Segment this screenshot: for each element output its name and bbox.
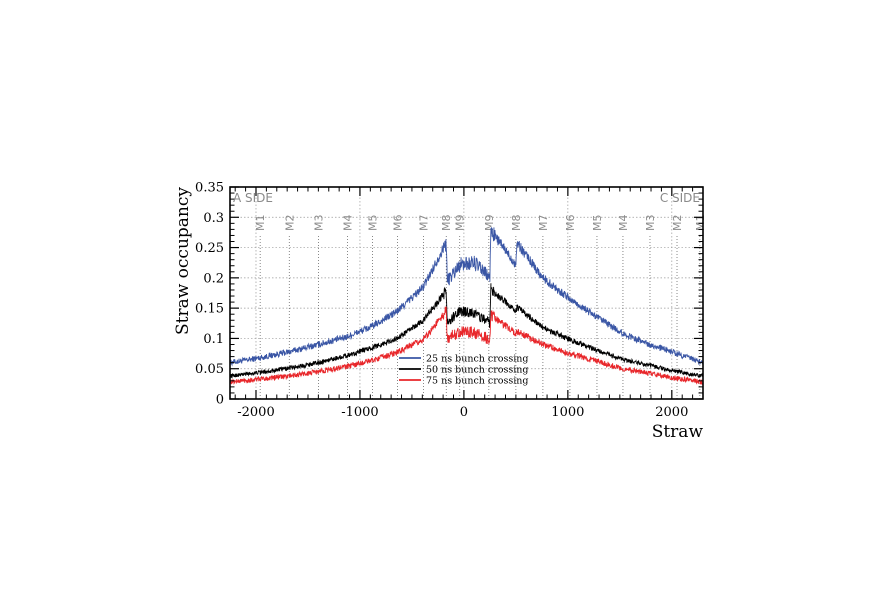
y-tick-label: 0 bbox=[216, 393, 224, 408]
legend-label: 75 ns bunch crossing bbox=[426, 376, 528, 387]
grid-lines bbox=[230, 187, 703, 399]
x-tick-label: 0 bbox=[460, 405, 468, 420]
series-line bbox=[229, 283, 704, 379]
a-side-label: A SIDE bbox=[233, 191, 273, 205]
legend-label: 50 ns bunch crossing bbox=[426, 365, 528, 376]
x-axis-label: Straw bbox=[652, 422, 704, 442]
y-tick-label: 0.35 bbox=[195, 181, 224, 196]
y-tick-label: 0.15 bbox=[195, 302, 224, 317]
module-label: M7 bbox=[417, 215, 430, 232]
c-side-label: C SIDE bbox=[660, 191, 700, 205]
module-label: M2 bbox=[671, 215, 684, 232]
module-label: M8 bbox=[510, 215, 523, 232]
y-tick-label: 0.3 bbox=[203, 211, 224, 226]
module-label: M6 bbox=[391, 215, 404, 232]
module-label: M5 bbox=[366, 215, 379, 232]
y-tick-label: 0.1 bbox=[203, 332, 224, 347]
series-line bbox=[229, 227, 704, 367]
module-label: M6 bbox=[564, 215, 577, 232]
y-axis-label: Straw occupancy bbox=[173, 187, 193, 335]
y-tick-label: 0.05 bbox=[195, 362, 224, 377]
axis-ticks: -2000 -1000 0 1000 2000 0 0.05 0.1 0.15 0.2 0.25 0.… bbox=[195, 181, 704, 420]
module-label: M4 bbox=[617, 215, 630, 232]
series-line bbox=[229, 306, 704, 385]
x-tick-label: 2000 bbox=[655, 405, 688, 420]
module-label: M4 bbox=[341, 215, 354, 232]
plot-frame bbox=[229, 186, 704, 400]
module-label: M5 bbox=[591, 215, 604, 232]
module-label: M8 bbox=[440, 215, 453, 232]
module-label: M2 bbox=[283, 215, 296, 232]
legend-label: 25 ns bunch crossing bbox=[426, 354, 528, 365]
module-label: M3 bbox=[644, 215, 657, 232]
x-tick-label: -1000 bbox=[341, 405, 378, 420]
module-label: M9 bbox=[483, 215, 496, 232]
x-tick-label: -2000 bbox=[237, 405, 274, 420]
module-label: M1 bbox=[254, 215, 267, 232]
y-tick-label: 0.2 bbox=[203, 271, 224, 286]
x-tick-label: 1000 bbox=[551, 405, 584, 420]
y-tick-label: 0.25 bbox=[195, 241, 224, 256]
module-label: M7 bbox=[537, 215, 550, 232]
data-series bbox=[229, 227, 704, 385]
module-label: M9 bbox=[454, 215, 467, 232]
module-label: M3 bbox=[312, 215, 325, 232]
